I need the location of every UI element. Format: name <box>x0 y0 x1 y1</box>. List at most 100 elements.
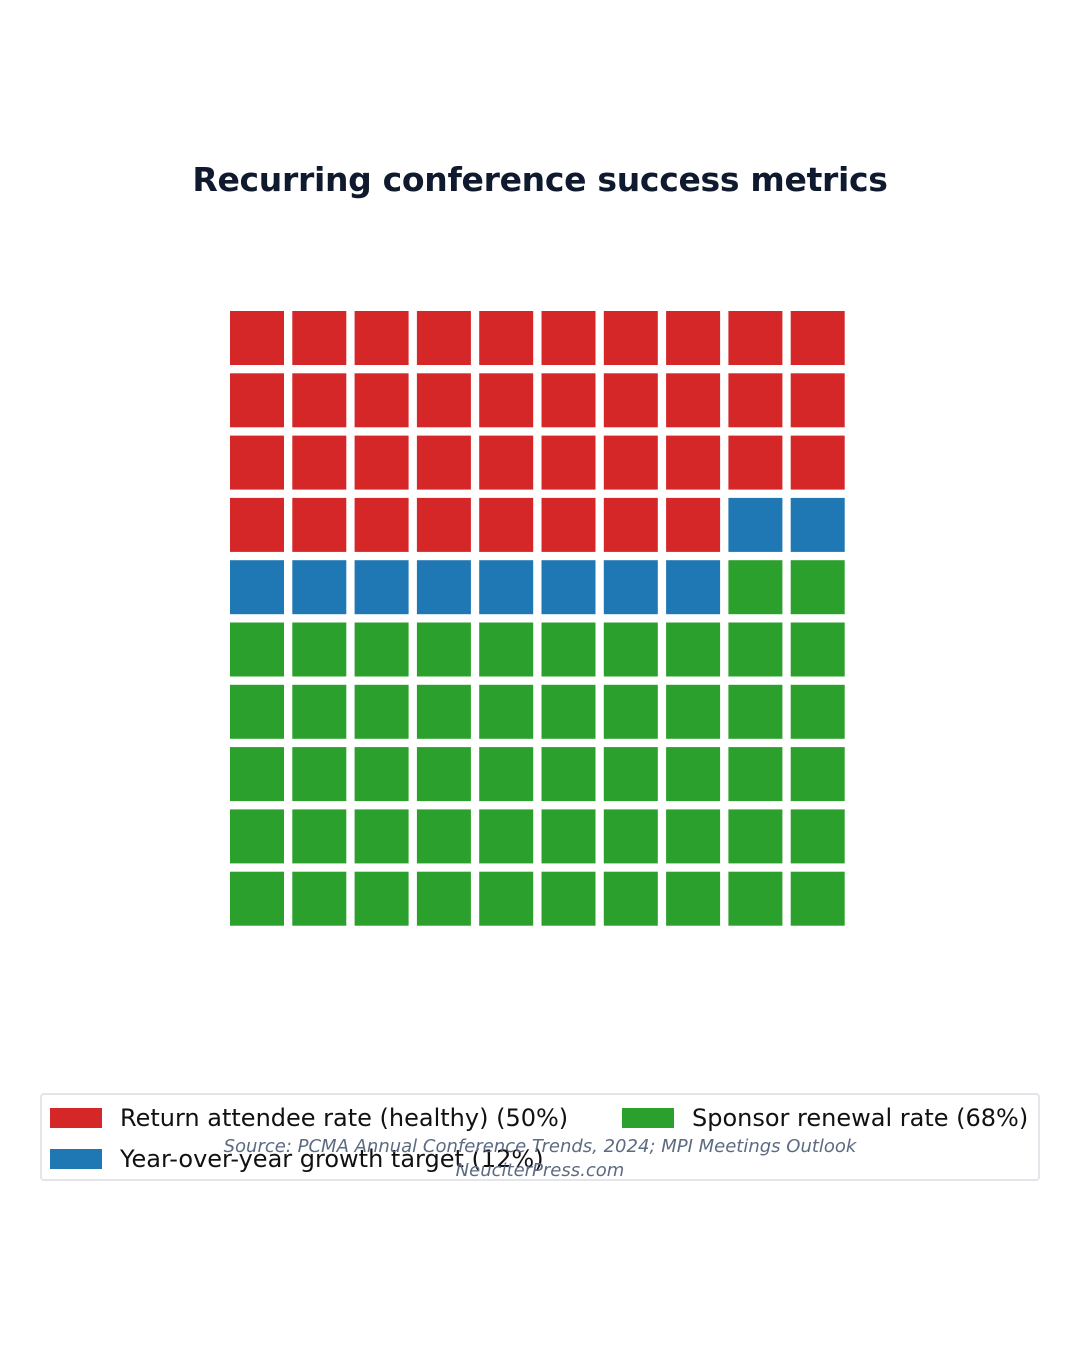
legend-item-sponsor-renewal: Sponsor renewal rate (68%) <box>622 1103 1028 1133</box>
waffle-square <box>541 435 596 490</box>
waffle-square <box>230 747 284 802</box>
waffle-square <box>541 560 596 615</box>
waffle-square <box>790 435 845 490</box>
waffle-square <box>790 373 845 428</box>
waffle-square <box>230 560 284 615</box>
waffle-square <box>728 497 783 552</box>
legend-swatch-growth-target <box>50 1149 102 1169</box>
waffle-square <box>416 871 471 926</box>
waffle-square <box>790 497 845 552</box>
waffle-square <box>666 871 721 926</box>
waffle-square <box>354 373 409 428</box>
waffle-square <box>230 809 284 864</box>
legend-item-return-attendee: Return attendee rate (healthy) (50%) <box>50 1103 568 1133</box>
waffle-square <box>728 560 783 615</box>
waffle-square <box>292 435 347 490</box>
waffle-square <box>416 497 471 552</box>
waffle-square <box>541 747 596 802</box>
waffle-square <box>728 747 783 802</box>
waffle-square <box>479 871 534 926</box>
waffle-square <box>354 747 409 802</box>
waffle-square <box>666 809 721 864</box>
waffle-square <box>479 809 534 864</box>
waffle-square <box>292 622 347 677</box>
waffle-square <box>416 435 471 490</box>
waffle-square <box>603 373 658 428</box>
waffle-square <box>354 497 409 552</box>
waffle-square <box>292 373 347 428</box>
waffle-square <box>790 311 845 365</box>
legend: Return attendee rate (healthy) (50%) Yea… <box>40 1093 1040 1181</box>
waffle-square <box>666 373 721 428</box>
waffle-square <box>790 747 845 802</box>
waffle-square <box>354 622 409 677</box>
waffle-square <box>603 560 658 615</box>
waffle-square <box>479 435 534 490</box>
waffle-square <box>479 747 534 802</box>
legend-item-growth-target: Year-over-year growth target (12%) <box>50 1144 544 1174</box>
waffle-square <box>230 622 284 677</box>
legend-label-return-attendee: Return attendee rate (healthy) (50%) <box>120 1104 569 1132</box>
waffle-square <box>666 435 721 490</box>
waffle-square <box>292 809 347 864</box>
waffle-square <box>603 747 658 802</box>
waffle-square <box>790 871 845 926</box>
legend-label-growth-target: Year-over-year growth target (12%) <box>120 1145 544 1173</box>
waffle-square <box>541 684 596 739</box>
waffle-square <box>292 871 347 926</box>
waffle-square <box>416 311 471 365</box>
waffle-square <box>230 497 284 552</box>
waffle-square <box>541 622 596 677</box>
waffle-square <box>479 622 534 677</box>
waffle-square <box>479 497 534 552</box>
waffle-square <box>728 373 783 428</box>
waffle-square <box>790 809 845 864</box>
waffle-square <box>728 871 783 926</box>
waffle-square <box>292 560 347 615</box>
waffle-square <box>541 373 596 428</box>
waffle-square <box>666 497 721 552</box>
waffle-square <box>666 560 721 615</box>
chart-title: Recurring conference success metrics <box>192 160 888 199</box>
waffle-square <box>790 684 845 739</box>
waffle-square <box>666 747 721 802</box>
waffle-chart <box>230 311 845 926</box>
waffle-square <box>292 497 347 552</box>
site-credit: NeuciterPress.com <box>455 1160 625 1181</box>
waffle-square <box>541 311 596 365</box>
waffle-square <box>479 560 534 615</box>
legend-swatch-sponsor-renewal <box>622 1108 674 1128</box>
waffle-square <box>603 311 658 365</box>
waffle-square <box>479 373 534 428</box>
waffle-square <box>230 311 284 365</box>
waffle-square <box>354 809 409 864</box>
waffle-square <box>728 435 783 490</box>
waffle-square <box>416 747 471 802</box>
waffle-square <box>541 871 596 926</box>
waffle-square <box>603 497 658 552</box>
waffle-square <box>230 435 284 490</box>
waffle-square <box>479 684 534 739</box>
legend-label-sponsor-renewal: Sponsor renewal rate (68%) <box>692 1104 1029 1132</box>
waffle-square <box>354 684 409 739</box>
waffle-square <box>790 560 845 615</box>
waffle-square <box>354 311 409 365</box>
waffle-square <box>666 311 721 365</box>
waffle-square <box>416 684 471 739</box>
waffle-square <box>416 809 471 864</box>
legend-swatch-return-attendee <box>50 1108 102 1128</box>
waffle-square <box>728 622 783 677</box>
waffle-square <box>728 809 783 864</box>
waffle-square <box>603 435 658 490</box>
waffle-square <box>292 311 347 365</box>
waffle-square <box>790 622 845 677</box>
waffle-square <box>354 560 409 615</box>
source-note: Source: PCMA Annual Conference Trends, 2… <box>223 1136 857 1157</box>
waffle-square <box>292 747 347 802</box>
waffle-square <box>603 622 658 677</box>
waffle-square <box>541 497 596 552</box>
waffle-square <box>230 373 284 428</box>
waffle-square <box>603 684 658 739</box>
waffle-square <box>354 871 409 926</box>
waffle-square <box>666 684 721 739</box>
